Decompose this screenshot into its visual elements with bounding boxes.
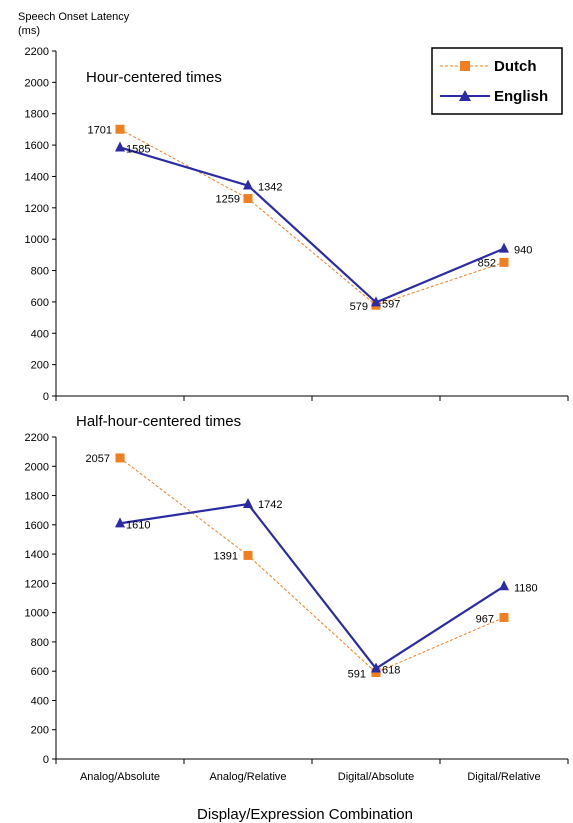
data-label-dutch: 1391 [214,550,238,562]
y-tick-label: 0 [43,754,49,766]
series-line-english [119,502,505,671]
y-tick-label: 400 [31,695,49,707]
legend-dutch-label: Dutch [494,58,537,75]
legend-english-marker [459,90,471,101]
y-tick-label: 1600 [25,140,49,152]
y-tick-label: 1000 [25,608,49,620]
data-label-dutch: 591 [348,668,366,680]
y-tick-label: 1000 [25,234,49,246]
y-tick-label: 600 [31,666,49,678]
y-tick-label: 0 [43,391,49,403]
series-line-dutch [119,128,505,306]
point-dutch [499,257,509,267]
x-axis-title: Display/Expression Combination [197,806,413,823]
data-label-english: 597 [382,298,400,310]
y-tick-label: 1400 [25,171,49,183]
point-english [243,179,253,190]
y-tick-label: 2000 [25,77,49,89]
data-label-dutch: 1259 [216,194,240,206]
legend-dutch-marker [460,61,470,71]
y-tick-label: 200 [31,725,49,737]
point-dutch [243,550,253,560]
data-label-dutch: 967 [476,613,494,625]
data-label-english: 1342 [258,182,282,194]
data-label-dutch: 1701 [88,124,112,136]
panel-half-hour-centered: Half-hour-centered times 0 200 400 600 800 10… [25,413,569,766]
data-label-english: 618 [382,665,400,677]
y-tick-label: 2000 [25,461,49,473]
y-tick-label: 200 [31,360,49,372]
data-label-dutch: 579 [350,301,368,313]
point-english [115,517,125,528]
legend-box [431,47,563,115]
x-tick-label: Digital/Relative [467,771,540,783]
y-tick-label: 1800 [25,109,49,121]
point-dutch [115,124,125,134]
y-tick-label: 800 [31,266,49,278]
data-label-dutch: 852 [478,257,496,269]
data-label-english: 940 [514,245,532,257]
point-dutch [499,612,509,622]
point-english [499,242,509,253]
point-english [243,498,253,509]
series-line-english [119,146,505,304]
y-tick-label: 2200 [25,432,49,444]
y-tick-label: 800 [31,637,49,649]
point-dutch [243,194,253,204]
data-label-english: 1610 [126,519,150,531]
x-tick-label: Analog/Relative [209,771,286,783]
legend-english-label: English [494,88,548,105]
y-tick-label: 1400 [25,549,49,561]
y-axis-label-line2: (ms) [18,25,40,37]
y-tick-label: 1200 [25,203,49,215]
legend: Dutch English [431,47,563,115]
point-english [371,662,381,673]
data-label-english: 1585 [126,143,150,155]
point-english [371,296,381,307]
data-label-english: 1742 [258,499,282,511]
point-english [115,141,125,152]
x-tick-labels: Analog/Absolute Analog/Relative Digital/Ab… [80,771,541,783]
data-label-english: 1180 [514,582,538,594]
data-label-dutch: 2057 [86,453,110,465]
x-tick-label: Analog/Absolute [80,771,160,783]
y-tick-label: 1800 [25,491,49,503]
y-tick-label: 2200 [25,46,49,58]
series-line-dutch [119,457,505,674]
x-tick-label: Digital/Absolute [338,771,414,783]
panel-title-half-hour: Half-hour-centered times [76,413,241,430]
y-axis-label-line1: Speech Onset Latency [18,11,130,23]
panel-title-hour: Hour-centered times [86,69,222,86]
point-english [499,580,509,591]
y-tick-label: 1600 [25,520,49,532]
y-tick-label: 1200 [25,578,49,590]
y-tick-label: 600 [31,297,49,309]
point-dutch [115,453,125,463]
panel-hour-centered: Hour-centered times 0 200 400 600 800 1000 120… [25,46,569,403]
y-tick-label: 400 [31,328,49,340]
